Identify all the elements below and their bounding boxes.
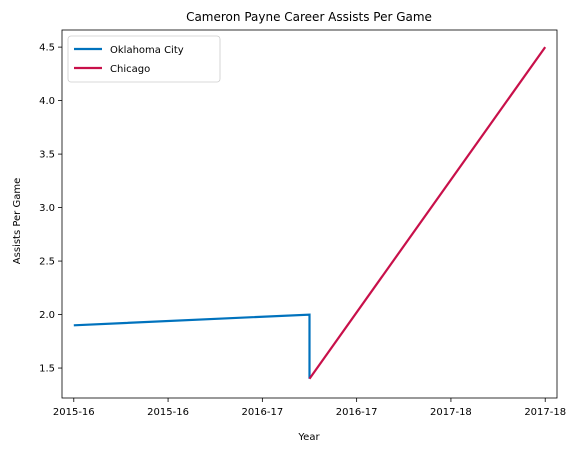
- y-axis-label: Assists Per Game: [12, 178, 23, 264]
- legend: Oklahoma City Chicago: [68, 36, 220, 82]
- plot-area: [62, 30, 557, 398]
- y-tick-label: 2.5: [39, 257, 55, 268]
- y-tick-label: 3.5: [39, 150, 55, 161]
- series-line-1: [310, 47, 546, 379]
- x-tick-label: 2015-16: [53, 407, 95, 418]
- y-tick-label: 4.5: [39, 43, 55, 54]
- legend-box: [68, 36, 220, 82]
- series-line-0: [74, 315, 310, 379]
- legend-label-0: Oklahoma City: [110, 45, 184, 56]
- x-tick-label: 2017-18: [524, 407, 566, 418]
- x-tick-label: 2017-18: [430, 407, 472, 418]
- chart-title: Cameron Payne Career Assists Per Game: [186, 10, 432, 24]
- x-tick-label: 2015-16: [147, 407, 189, 418]
- x-axis: 2015-16 2015-16 2016-17 2016-17 2017-18 2017-…: [53, 398, 566, 418]
- x-axis-label: Year: [297, 432, 320, 443]
- x-tick-label: 2016-17: [336, 407, 378, 418]
- legend-label-1: Chicago: [110, 64, 150, 75]
- y-axis: 1.5 2.0 2.5 3.0 3.5 4.0 4.5: [39, 43, 62, 375]
- y-tick-label: 2.0: [39, 310, 55, 321]
- y-tick-label: 1.5: [39, 364, 55, 375]
- y-tick-label: 4.0: [39, 96, 55, 107]
- x-tick-label: 2016-17: [241, 407, 283, 418]
- y-tick-label: 3.0: [39, 203, 55, 214]
